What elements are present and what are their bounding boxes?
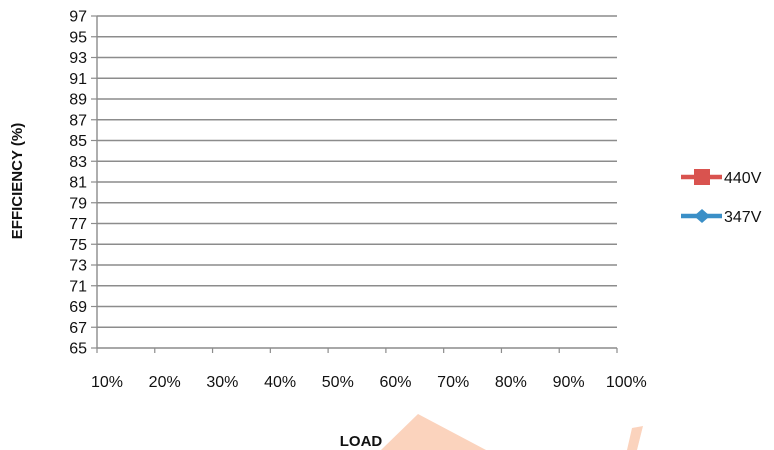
legend-marker-square (694, 169, 710, 185)
y-tick-label: 65 (69, 341, 87, 358)
x-tick-labels: 10% 20% 30% 40% 50% 60% 70% 80% 90% 100% (91, 374, 647, 391)
y-tick-label: 67 (69, 320, 87, 337)
legend-item: 440V (681, 169, 762, 187)
y-tick-label: 87 (69, 112, 87, 129)
x-tick-label: 80% (495, 374, 527, 391)
legend: 440V 347V (681, 169, 762, 226)
y-tick-label: 97 (69, 9, 87, 26)
legend-marker-diamond (694, 209, 710, 223)
x-axis-title: LOAD (340, 433, 383, 450)
y-tick-label: 89 (69, 92, 87, 109)
y-axis-title: EFFICIENCY (%) (9, 123, 26, 239)
y-tick-label: 95 (69, 29, 87, 46)
y-tick-label: 81 (69, 175, 87, 192)
x-tick-label: 20% (149, 374, 181, 391)
y-tick-labels: 65 67 69 71 73 75 77 79 81 83 85 87 89 91 93 95 97 (69, 9, 87, 358)
decor-triangle (381, 414, 486, 450)
x-tick-label: 10% (91, 374, 123, 391)
y-tick-label: 83 (69, 154, 87, 171)
x-tick-label: 100% (606, 374, 647, 391)
gridlines (97, 15, 617, 328)
x-tick-label: 30% (206, 374, 238, 391)
y-tick-label: 69 (69, 299, 87, 316)
x-tick-label: 60% (379, 374, 411, 391)
y-tick-label: 71 (69, 278, 87, 295)
watermark-decoration (381, 414, 643, 450)
y-tick-label: 91 (69, 71, 87, 88)
axes (91, 15, 618, 353)
y-tick-label: 93 (69, 50, 87, 67)
legend-label: 347V (724, 209, 762, 226)
y-tick-label: 85 (69, 133, 87, 150)
x-tick-label: 70% (437, 374, 469, 391)
decor-slash (627, 426, 643, 450)
y-tick-label: 75 (69, 237, 87, 254)
y-tick-label: 73 (69, 258, 87, 275)
legend-item: 347V (681, 209, 762, 226)
y-tick-label: 79 (69, 195, 87, 212)
x-tick-label: 50% (322, 374, 354, 391)
x-tick-label: 40% (264, 374, 296, 391)
x-tick-label: 90% (553, 374, 585, 391)
y-tick-label: 77 (69, 216, 87, 233)
legend-label: 440V (724, 170, 762, 187)
